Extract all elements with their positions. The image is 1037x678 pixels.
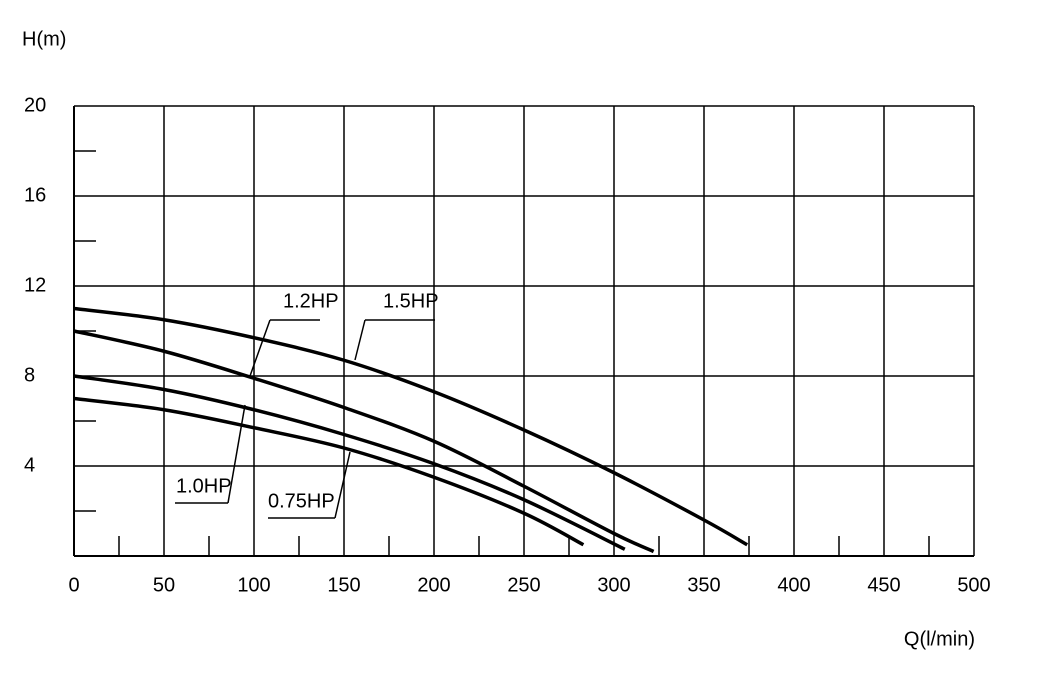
curve [73,396,585,547]
x-tick-label: 350 [687,574,720,596]
x-axis-label: Q(l/min) [904,628,975,650]
y-tick-label: 12 [24,274,46,296]
y-axis-label: H(m) [22,28,66,50]
series-label: 1.2HP [283,290,339,312]
x-tick-label: 0 [68,574,79,596]
x-tick-label: 200 [417,574,450,596]
leader-line [227,404,246,504]
series-label: 0.75HP [268,490,335,512]
leader-line [334,451,351,519]
x-tick-label: 450 [867,574,900,596]
leader-line [354,319,366,361]
curve [73,374,626,551]
x-tick-label: 250 [507,574,540,596]
series-label: 1.0HP [176,475,232,497]
x-tick-label: 300 [597,574,630,596]
x-tick-label: 400 [777,574,810,596]
x-tick-label: 100 [237,574,270,596]
series-label: 1.5HP [383,290,439,312]
y-tick-label: 8 [24,364,35,386]
curve [73,306,749,547]
x-tick-label: 500 [957,574,990,596]
y-tick-label: 16 [24,184,46,206]
x-tick-label: 150 [327,574,360,596]
x-tick-label: 50 [153,574,175,596]
curve [73,329,655,554]
y-tick-label: 4 [24,454,35,476]
leader-line [249,319,271,377]
y-tick-label: 20 [24,94,46,116]
